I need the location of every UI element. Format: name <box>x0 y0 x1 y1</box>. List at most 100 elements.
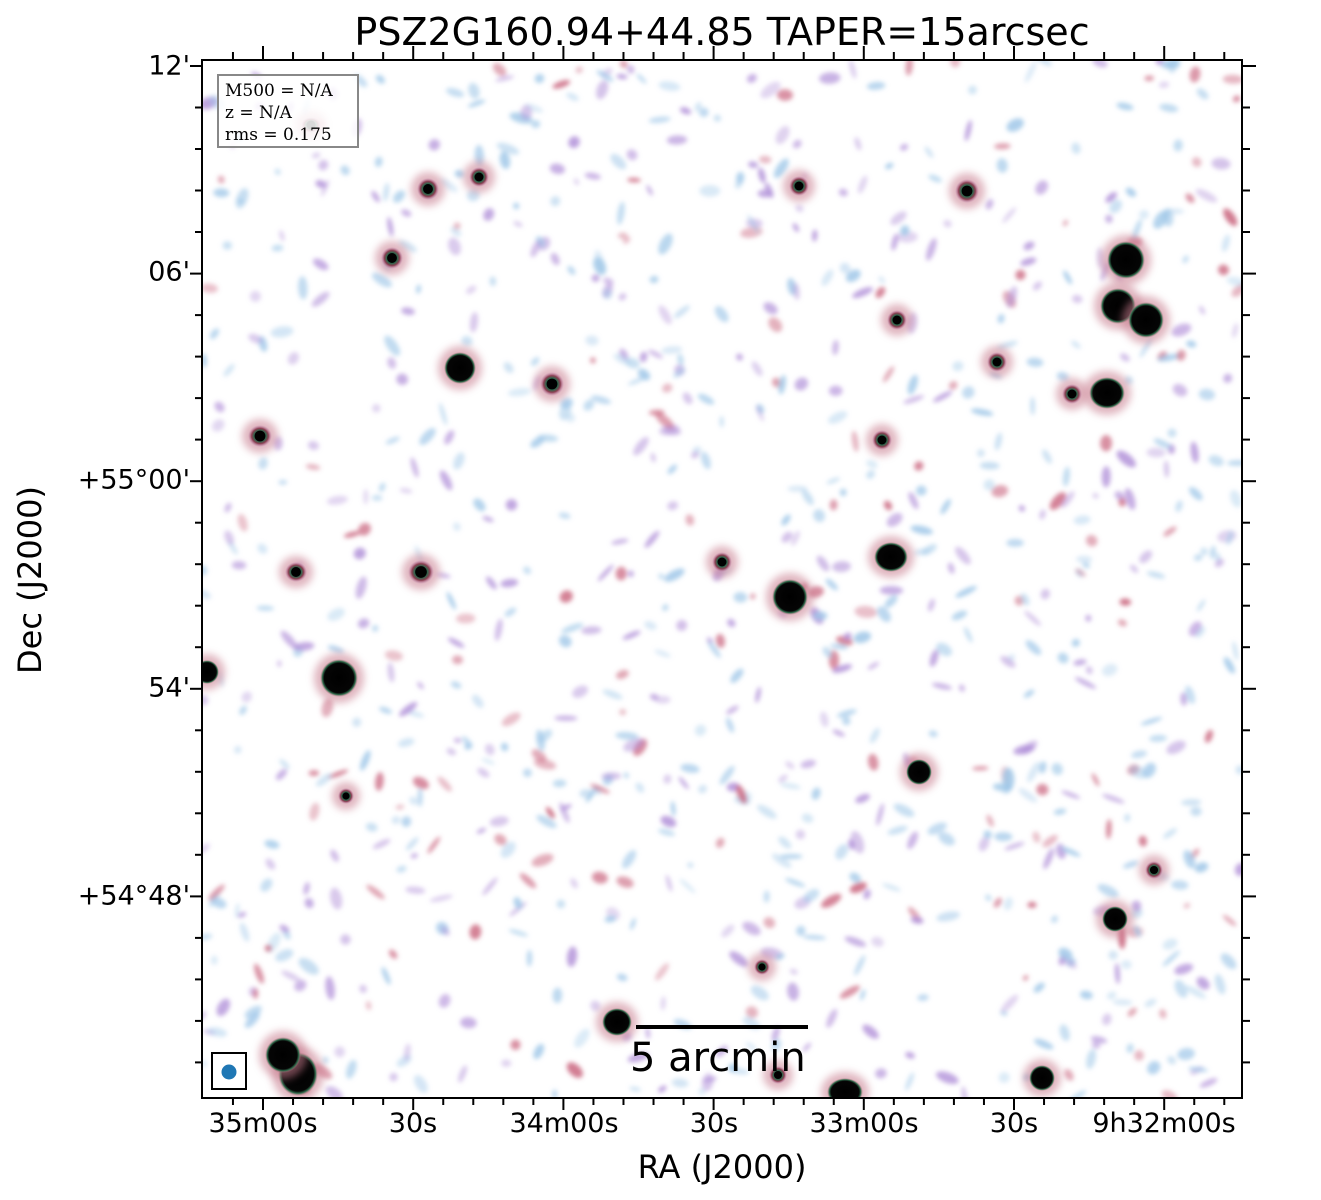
y-tick-label: +54°48' <box>77 880 190 912</box>
noise-blob <box>384 650 403 661</box>
noise-blob <box>1051 915 1058 923</box>
noise-blob <box>594 249 605 274</box>
noise-blob <box>531 749 547 763</box>
noise-blob <box>1121 959 1132 970</box>
noise-blob <box>1182 255 1189 264</box>
noise-blob <box>655 412 675 430</box>
noise-blob <box>679 878 696 894</box>
noise-blob <box>1171 323 1192 337</box>
noise-blob <box>1167 1055 1176 1065</box>
noise-blob <box>905 60 914 76</box>
noise-blob <box>294 979 307 992</box>
noise-blob <box>366 884 385 900</box>
noise-blob <box>795 829 806 840</box>
noise-blob <box>513 221 523 228</box>
noise-blob <box>374 156 383 168</box>
noise-blob <box>494 833 507 846</box>
noise-blob <box>318 159 329 171</box>
noise-blob <box>202 589 211 599</box>
noise-blob <box>1226 530 1234 546</box>
noise-blob <box>866 81 886 90</box>
noise-blob <box>403 1043 411 1062</box>
noise-blob <box>935 1071 959 1085</box>
noise-blob <box>890 211 907 226</box>
noise-blob <box>446 748 457 756</box>
noise-blob <box>1139 550 1153 564</box>
noise-blob <box>927 598 935 612</box>
noise-blob <box>1193 554 1203 561</box>
noise-blob <box>452 655 463 665</box>
noise-blob <box>795 204 804 212</box>
noise-blob <box>1105 819 1112 839</box>
noise-blob <box>832 729 845 737</box>
noise-blob <box>1188 487 1203 501</box>
noise-blob <box>500 578 519 588</box>
noise-blob <box>583 399 595 411</box>
noise-blob <box>622 236 631 244</box>
noise-blob <box>1006 286 1018 308</box>
noise-blob <box>407 710 425 718</box>
noise-blob <box>970 408 994 416</box>
noise-blob <box>1086 1049 1097 1069</box>
noise-blob <box>1181 799 1202 806</box>
noise-blob <box>211 419 225 432</box>
noise-blob <box>952 361 964 372</box>
noise-blob <box>325 976 335 1000</box>
noise-blob <box>1000 655 1016 668</box>
x-tick-label: 9h32m00s <box>1092 1108 1236 1139</box>
noise-blob <box>842 716 851 726</box>
noise-blob <box>1194 862 1209 873</box>
noise-blob <box>396 373 409 386</box>
radio-source <box>602 1008 632 1036</box>
noise-blob <box>537 434 559 442</box>
noise-blob <box>312 258 329 271</box>
radio-source <box>444 352 476 384</box>
noise-blob <box>1116 450 1136 468</box>
noise-blob <box>832 561 851 573</box>
noise-blob <box>849 872 861 883</box>
noise-blob <box>1105 214 1113 224</box>
noise-blob <box>1063 270 1073 285</box>
noise-blob <box>469 312 479 333</box>
noise-blob <box>448 237 461 256</box>
noise-blob <box>293 642 315 651</box>
noise-blob <box>371 494 383 501</box>
radio-source <box>1102 906 1128 932</box>
noise-blob <box>474 144 484 167</box>
noise-blob <box>419 427 436 446</box>
noise-blob <box>1118 497 1126 507</box>
source-core <box>961 185 973 197</box>
noise-blob <box>839 488 847 497</box>
noise-blob <box>719 765 735 785</box>
noise-blob <box>1025 640 1042 656</box>
noise-blob <box>1171 880 1189 890</box>
noise-blob <box>395 804 405 810</box>
noise-blob <box>735 784 747 804</box>
noise-blob <box>248 333 263 344</box>
noise-blob <box>1126 1043 1134 1054</box>
noise-blob <box>554 715 578 721</box>
noise-blob <box>778 774 788 783</box>
noise-blob <box>1061 491 1075 508</box>
noise-blob <box>1024 61 1037 83</box>
noise-blob <box>1082 562 1090 569</box>
noise-blob <box>979 461 1000 470</box>
noise-blob <box>851 430 859 452</box>
noise-blob <box>1079 990 1093 1000</box>
noise-blob <box>1198 388 1216 401</box>
noise-blob <box>828 385 843 397</box>
noise-blob <box>885 162 894 170</box>
noise-blob <box>365 1001 372 1011</box>
noise-blob <box>371 190 380 203</box>
noise-blob <box>800 759 816 769</box>
noise-blob <box>827 411 848 424</box>
noise-blob <box>1085 614 1092 622</box>
noise-blob <box>830 643 849 650</box>
noise-blob <box>1173 139 1183 152</box>
noise-blob <box>626 149 638 161</box>
noise-blob <box>441 926 450 936</box>
noise-blob <box>309 802 320 821</box>
noise-blob <box>1058 947 1073 961</box>
noise-blob <box>882 366 895 383</box>
noise-blob <box>998 1072 1010 1083</box>
